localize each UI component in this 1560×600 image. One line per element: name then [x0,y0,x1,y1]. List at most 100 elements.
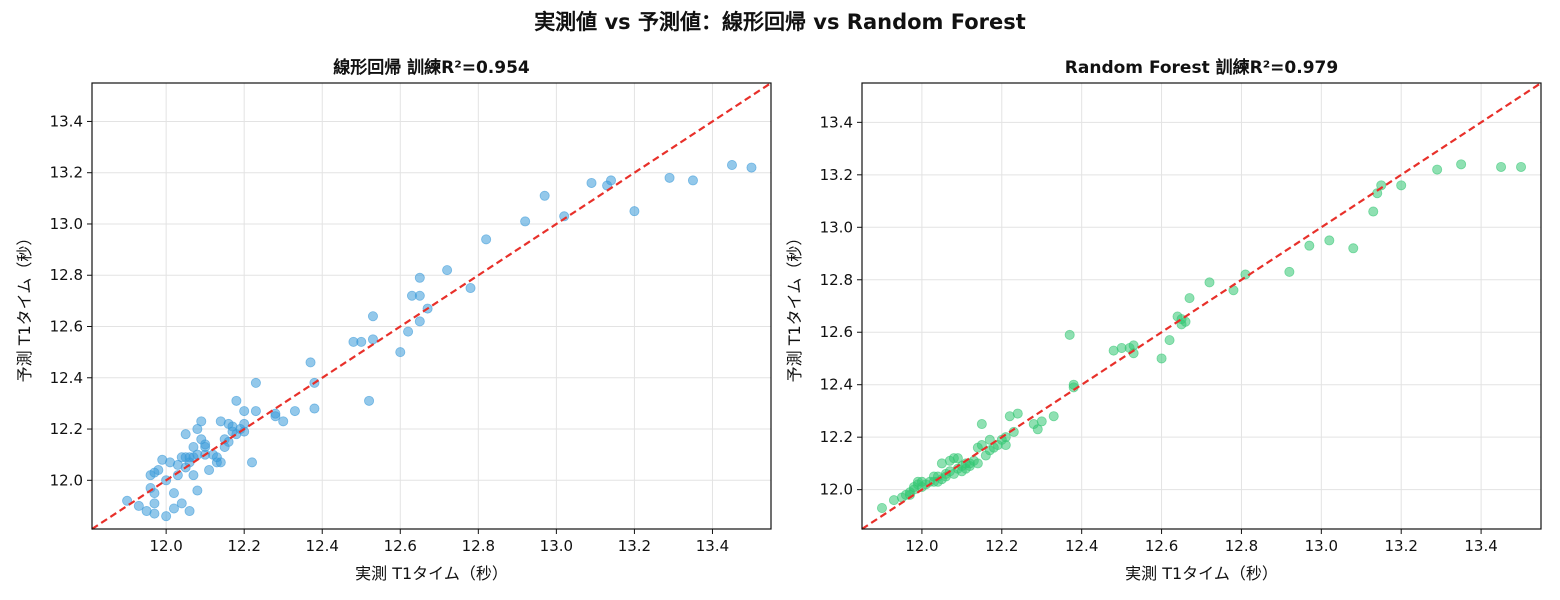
linear-x-tick-label: 12.8 [462,537,495,555]
random-forest-panel: Random Forest 訓練R²=0.979 12.0 12.2 12.4 12.6… [785,57,1542,583]
linear-data-point [239,418,250,429]
linear-data-point [176,498,187,509]
rf-y-tick-label: 13.0 [820,218,853,236]
figure-title: 実測値 vs 予測値：線形回帰 vs Random Forest [534,10,1026,34]
linear-data-point [133,500,144,511]
rf-data-point [976,419,987,430]
rf-data-point [952,453,963,464]
linear-y-tick-label: 12.4 [50,369,83,387]
rf-data-point [1496,161,1507,172]
linear-data-point [188,470,199,481]
linear-data-point [200,439,211,450]
rf-x-tick-label: 13.2 [1385,537,1418,555]
linear-x-tick-label: 12.4 [306,537,339,555]
rf-y-tick-label: 12.4 [820,376,853,394]
rf-data-point [1368,206,1379,217]
linear-data-point [149,498,160,509]
rf-data-point [1396,180,1407,191]
rf-data-point [1204,277,1215,288]
linear-data-point [168,503,179,514]
linear-x-tick-label: 13.2 [618,537,651,555]
rf-data-point [876,503,887,514]
linear-y-tick-label: 12.0 [50,471,83,489]
rf-reference-line [861,82,1542,530]
linear-data-point [250,377,261,388]
linear-axes-frame [91,82,772,530]
rf-data-point [1456,159,1467,170]
linear-x-tick-label: 12.2 [227,537,260,555]
linear-y-tick-label: 12.2 [50,420,83,438]
linear-data-point [606,175,617,186]
linear-data-point [270,411,281,422]
rf-axes-frame [861,82,1542,530]
linear-data-point [520,216,531,227]
rf-x-tick-label: 13.4 [1464,537,1497,555]
linear-data-point [414,290,425,301]
linear-y-tick-label: 13.0 [50,215,83,233]
linear-data-point [367,311,378,322]
linear-reference-line [91,82,772,530]
rf-x-tick-label: 12.0 [905,537,938,555]
linear-y-tick-label: 13.2 [50,164,83,182]
linear-regression-panel: 線形回帰 訓練R²=0.954 12.0 12.2 12.4 12.6 12.8 13.0 1… [15,57,772,583]
linear-data-point [204,465,215,476]
linear-data-point [395,347,406,358]
rf-data-point [1012,408,1023,419]
rf-x-tick-label: 13.0 [1305,537,1338,555]
rf-y-tick-label: 12.2 [820,428,853,446]
rf-data-point [984,434,995,445]
linear-y-tick-label: 12.6 [50,318,83,336]
linear-data-point [629,206,640,217]
rf-x-tick-label: 12.8 [1225,537,1258,555]
rf-data-point [1048,411,1059,422]
linear-data-point [192,485,203,496]
rf-x-tick-label: 12.4 [1065,537,1098,555]
linear-data-point [481,234,492,245]
linear-x-tick-label: 12.0 [149,537,182,555]
linear-data-point [239,406,250,417]
linear-y-axis-label: 予測 T1タイム（秒） [15,230,34,383]
linear-data-point [356,336,367,347]
linear-data-point [180,429,191,440]
linear-data-point [664,172,675,183]
linear-data-point [250,406,261,417]
rf-data-point [1376,180,1387,191]
rf-y-tick-label: 13.2 [820,166,853,184]
rf-data-point [1184,293,1195,304]
linear-data-point [442,265,453,276]
rf-x-tick-label: 12.2 [985,537,1018,555]
linear-data-point [168,488,179,499]
linear-data-point [539,190,550,201]
linear-data-point [278,416,289,427]
linear-data-point [746,162,757,173]
linear-panel-title: 線形回帰 訓練R²=0.954 [333,57,530,78]
linear-data-point [367,334,378,345]
rf-data-point [1164,335,1175,346]
linear-data-point [726,160,737,171]
rf-data-point [972,458,983,469]
linear-x-tick-label: 13.0 [540,537,573,555]
linear-data-point [364,395,375,406]
linear-y-tick-label: 12.8 [50,266,83,284]
rf-data-point [1036,416,1047,427]
rf-x-tick-label: 12.6 [1145,537,1178,555]
linear-data-point [246,457,257,468]
linear-data-point [153,465,164,476]
rf-data-point [1284,266,1295,277]
linear-x-tick-label: 13.4 [696,537,729,555]
linear-data-point [289,406,300,417]
linear-data-point [215,457,226,468]
linear-data-point [149,508,160,519]
linear-data-point [414,316,425,327]
linear-y-tick-label: 13.4 [50,112,83,130]
rf-data-point [1180,316,1191,327]
linear-data-point [161,511,172,522]
linear-data-point [196,416,207,427]
rf-y-tick-label: 12.0 [820,481,853,499]
rf-data-point [1432,164,1443,175]
linear-data-point [403,326,414,337]
rf-data-point [1304,240,1315,251]
rf-data-point [1348,243,1359,254]
linear-data-point [184,506,195,517]
